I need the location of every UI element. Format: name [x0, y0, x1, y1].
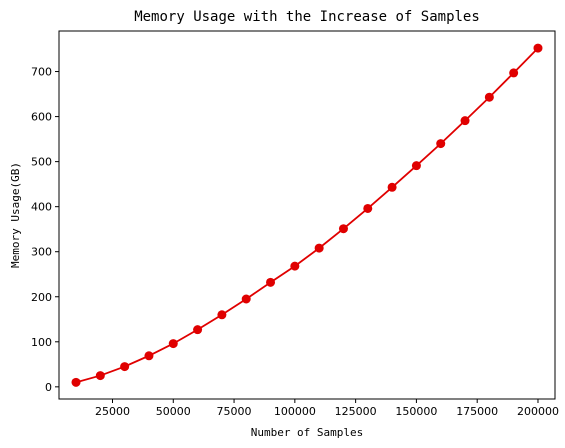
data-point	[484, 92, 494, 102]
y-axis-label: Memory Usage(GB)	[9, 162, 22, 268]
x-tick-label: 150000	[395, 405, 437, 418]
x-tick-label: 200000	[517, 405, 559, 418]
data-point	[193, 325, 203, 335]
y-tick-label: 300	[31, 246, 52, 259]
y-tick-label: 100	[31, 336, 52, 349]
data-point	[120, 362, 130, 372]
data-point	[290, 261, 300, 271]
data-point	[460, 116, 470, 126]
data-point	[71, 377, 81, 387]
x-axis-ticks: 25000 50000 75000 100000 125000 150000 175000 2…	[95, 399, 559, 418]
data-point	[411, 161, 421, 171]
x-tick-label: 100000	[274, 405, 316, 418]
data-point	[509, 68, 519, 78]
data-point	[241, 294, 251, 304]
data-point	[533, 43, 543, 53]
data-point	[168, 339, 178, 349]
y-tick-label: 200	[31, 291, 52, 304]
y-axis-ticks: 0 100 200 300 400 500 600 700	[31, 66, 59, 394]
y-tick-label: 500	[31, 156, 52, 169]
data-point	[338, 224, 348, 234]
data-point	[144, 351, 154, 361]
data-point	[266, 277, 276, 287]
y-tick-label: 700	[31, 66, 52, 79]
x-tick-label: 50000	[156, 405, 191, 418]
chart-title: Memory Usage with the Increase of Sample…	[134, 9, 480, 25]
data-point	[436, 139, 446, 149]
data-point	[387, 182, 397, 192]
series-layer	[71, 43, 543, 387]
data-point	[314, 243, 324, 253]
data-point	[217, 310, 227, 320]
x-tick-label: 125000	[335, 405, 377, 418]
x-tick-label: 175000	[456, 405, 498, 418]
x-tick-label: 75000	[217, 405, 252, 418]
x-axis-label: Number of Samples	[251, 426, 364, 439]
x-tick-label: 25000	[95, 405, 130, 418]
plot-area-frame	[58, 30, 556, 400]
y-tick-label: 600	[31, 111, 52, 124]
data-point	[363, 203, 373, 213]
data-point	[95, 371, 105, 381]
y-tick-label: 400	[31, 201, 52, 214]
series-line	[75, 47, 539, 384]
y-tick-label: 0	[45, 381, 52, 394]
